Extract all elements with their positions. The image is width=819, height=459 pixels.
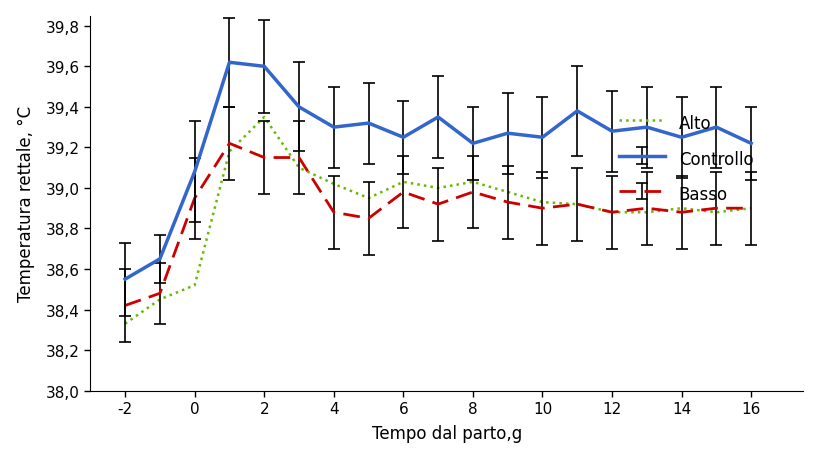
Alto — [572, 202, 581, 207]
Alto — [259, 115, 269, 121]
Line: Alto: Alto — [125, 118, 750, 324]
Alto — [502, 190, 512, 196]
X-axis label: Tempo dal parto,g: Tempo dal parto,g — [371, 425, 522, 442]
Alto — [363, 196, 373, 202]
Alto — [676, 206, 686, 212]
Alto — [432, 186, 442, 191]
Alto — [745, 206, 755, 212]
Alto — [294, 166, 304, 171]
Alto — [120, 321, 130, 327]
Alto — [328, 182, 338, 187]
Alto — [641, 210, 651, 216]
Alto — [711, 210, 721, 216]
Y-axis label: Temperatura rettale, °C: Temperatura rettale, °C — [16, 106, 34, 302]
Alto — [189, 283, 199, 288]
Alto — [224, 149, 234, 155]
Legend: Alto, Controllo, Basso: Alto, Controllo, Basso — [611, 107, 759, 211]
Alto — [537, 200, 547, 206]
Alto — [155, 297, 165, 302]
Alto — [398, 179, 408, 185]
Alto — [606, 210, 616, 216]
Alto — [468, 179, 477, 185]
